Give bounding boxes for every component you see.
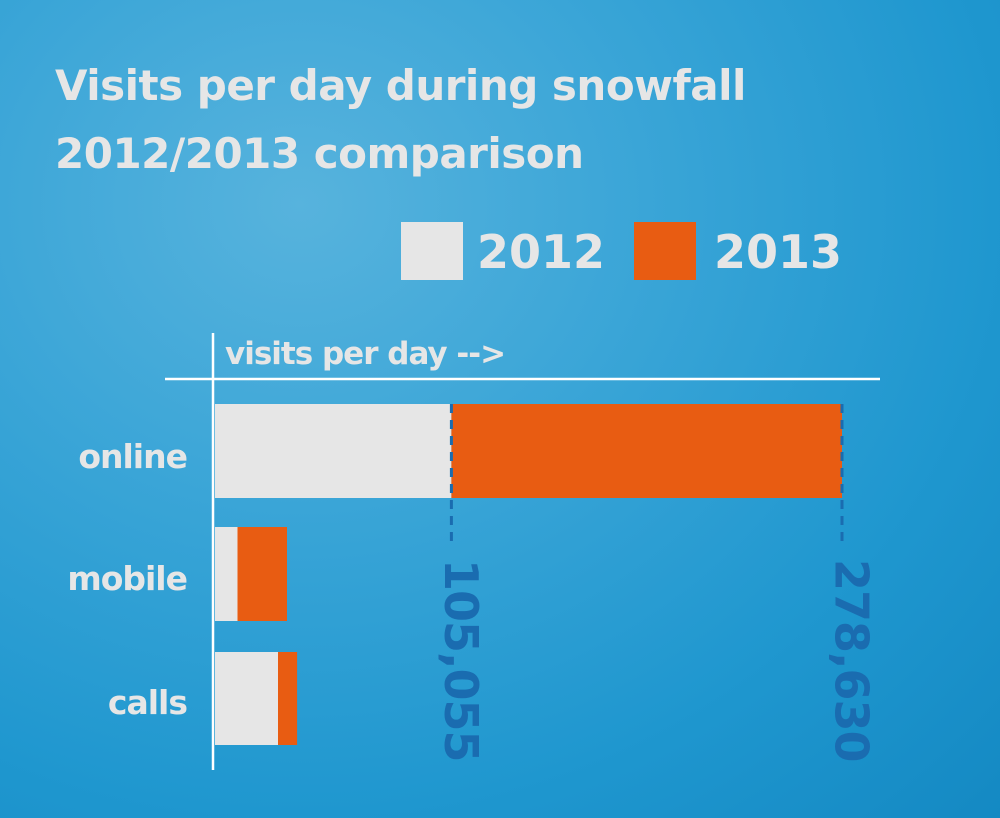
bar-mobile-2013 xyxy=(237,527,287,621)
data-label-1: 278,630 xyxy=(825,559,879,762)
bar-online-2013 xyxy=(451,404,842,498)
bar-online-2012 xyxy=(215,404,452,498)
bar-calls-2012 xyxy=(215,652,278,745)
category-label-mobile: mobile xyxy=(67,559,187,598)
chart-title: Visits per day during snowfall 2012/2013… xyxy=(55,52,746,188)
bar-calls-2013 xyxy=(278,652,298,745)
legend-swatch-2013 xyxy=(634,222,696,280)
chart-title-line-1: Visits per day during snowfall xyxy=(55,61,746,110)
legend-label-2013: 2013 xyxy=(714,225,843,279)
bars-group xyxy=(215,404,842,745)
legend-swatch-2012 xyxy=(401,222,463,280)
bar-mobile-2012 xyxy=(215,527,238,621)
x-axis-label: visits per day --> xyxy=(225,336,505,372)
category-labels: online mobile calls xyxy=(67,437,188,722)
category-label-calls: calls xyxy=(108,683,187,722)
category-label-online: online xyxy=(78,437,187,476)
value-markers: 105,055 278,630 xyxy=(434,404,879,762)
chart-title-line-2: 2012/2013 comparison xyxy=(55,129,584,178)
data-label-0: 105,055 xyxy=(434,559,488,762)
legend-label-2012: 2012 xyxy=(477,225,606,279)
